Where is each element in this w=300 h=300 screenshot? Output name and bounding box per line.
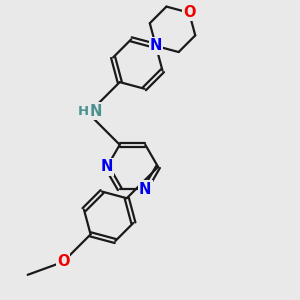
Text: N: N xyxy=(150,38,162,53)
Text: O: O xyxy=(57,254,69,269)
Text: H: H xyxy=(78,105,89,118)
Text: N: N xyxy=(139,182,152,196)
Text: N: N xyxy=(89,103,102,118)
Text: O: O xyxy=(183,5,195,20)
Text: N: N xyxy=(101,159,113,174)
